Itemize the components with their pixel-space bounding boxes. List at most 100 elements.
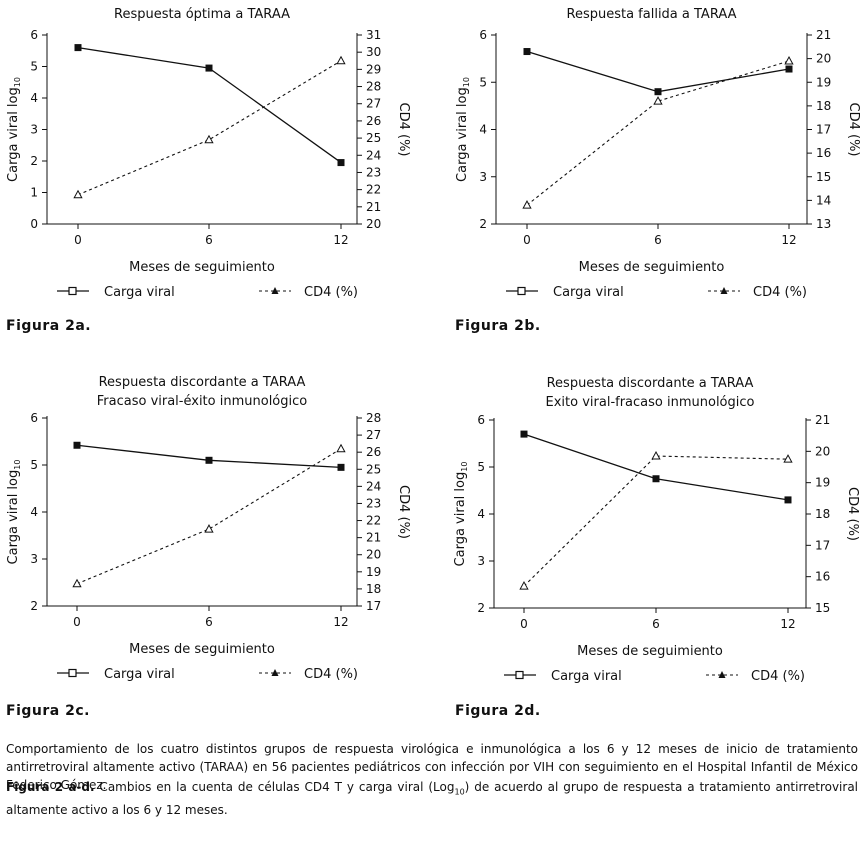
right-tick-label: 21 bbox=[366, 531, 381, 545]
left-tick-label: 4 bbox=[30, 91, 38, 105]
right-tick-label: 22 bbox=[366, 183, 381, 197]
series-line-cd4 bbox=[76, 448, 342, 585]
right-tick-label: 26 bbox=[366, 445, 381, 459]
caption-figure-label: Figura 2 a-d. bbox=[6, 780, 95, 794]
right-tick-label: 17 bbox=[366, 599, 381, 613]
figure-label-2a: Figura 2a. bbox=[6, 318, 92, 334]
legend-marker-cd4 bbox=[720, 287, 728, 294]
legend-label-carga-viral: Carga viral bbox=[104, 285, 175, 300]
legend-label-cd4: CD4 (%) bbox=[304, 285, 358, 300]
left-axis-label-text: Carga viral log bbox=[453, 472, 468, 567]
caption-text-a: Cambios en la cuenta de células CD4 T y … bbox=[94, 780, 455, 794]
right-tick-label: 28 bbox=[366, 411, 381, 425]
chart-title: Respuesta discordante a TARAA bbox=[547, 376, 754, 391]
left-tick-label: 2 bbox=[477, 601, 485, 615]
left-axis-label-sub: 10 bbox=[13, 77, 22, 87]
left-tick-label: 2 bbox=[479, 217, 487, 231]
data-point-carga-viral bbox=[205, 456, 213, 464]
right-tick-label: 29 bbox=[366, 62, 381, 76]
legend-marker-cd4 bbox=[718, 671, 726, 678]
left-axis-label-text: Carga viral log bbox=[6, 87, 21, 182]
x-axis-label: Meses de seguimiento bbox=[129, 642, 275, 657]
left-axis-label: Carga viral log10 bbox=[453, 462, 469, 567]
left-tick-label: 2 bbox=[30, 154, 38, 168]
right-axis-label: CD4 (%) bbox=[396, 485, 411, 539]
data-point-carga-viral bbox=[73, 441, 81, 449]
chart-panel-1: Respuesta óptima a TARAA0123456202122232… bbox=[6, 7, 411, 300]
series-line-cd4 bbox=[77, 60, 342, 196]
caption-text-b: ) de acuerdo al grupo de respuesta a tra… bbox=[6, 780, 859, 818]
data-point-carga-viral bbox=[520, 430, 528, 438]
right-tick-label: 23 bbox=[366, 165, 381, 179]
legend-marker-carga-viral bbox=[517, 286, 526, 296]
data-point-cd4 bbox=[784, 55, 794, 65]
right-tick-label: 16 bbox=[816, 146, 831, 160]
right-tick-label: 22 bbox=[366, 514, 381, 528]
data-point-carga-viral bbox=[785, 65, 793, 73]
left-axis-label-text: Carga viral log bbox=[455, 87, 470, 182]
legend-label-cd4: CD4 (%) bbox=[753, 285, 807, 300]
left-axis-label: Carga viral log10 bbox=[6, 77, 22, 182]
right-tick-label: 30 bbox=[366, 45, 381, 59]
x-tick-label: 0 bbox=[73, 615, 81, 629]
right-tick-label: 20 bbox=[366, 217, 381, 231]
right-tick-label: 23 bbox=[366, 496, 381, 510]
left-tick-label: 3 bbox=[30, 552, 38, 566]
x-tick-label: 12 bbox=[333, 233, 348, 247]
left-tick-label: 6 bbox=[477, 413, 485, 427]
left-tick-label: 4 bbox=[30, 505, 38, 519]
right-tick-label: 27 bbox=[366, 97, 381, 111]
right-tick-label: 21 bbox=[816, 28, 831, 42]
data-point-carga-viral bbox=[337, 463, 345, 471]
x-tick-label: 6 bbox=[205, 233, 213, 247]
chart-title: Respuesta óptima a TARAA bbox=[114, 7, 290, 22]
chart-subtitle: Exito viral-fracaso inmunológico bbox=[546, 395, 755, 410]
right-tick-label: 19 bbox=[815, 476, 830, 490]
right-tick-label: 18 bbox=[816, 99, 831, 113]
x-axis-label: Meses de seguimiento bbox=[129, 260, 275, 275]
right-tick-label: 17 bbox=[815, 538, 830, 552]
x-tick-label: 0 bbox=[74, 233, 82, 247]
right-tick-label: 21 bbox=[366, 200, 381, 214]
right-tick-label: 19 bbox=[366, 565, 381, 579]
chart-panel-4: Respuesta discordante a TARAA Exito viral… bbox=[453, 376, 860, 684]
right-tick-label: 27 bbox=[366, 428, 381, 442]
data-point-cd4 bbox=[204, 524, 214, 533]
left-axis-label: Carga viral log10 bbox=[6, 460, 22, 565]
chart-subtitle: Fracaso viral-éxito inmunológico bbox=[97, 394, 308, 409]
left-tick-label: 6 bbox=[479, 28, 487, 42]
right-tick-label: 21 bbox=[815, 413, 830, 427]
data-point-carga-viral bbox=[654, 88, 662, 96]
right-tick-label: 25 bbox=[366, 131, 381, 145]
series-line-carga-viral bbox=[76, 444, 342, 468]
left-tick-label: 3 bbox=[30, 123, 38, 137]
legend-label-carga-viral: Carga viral bbox=[553, 285, 624, 300]
left-axis-label-sub: 10 bbox=[13, 460, 22, 470]
data-point-carga-viral bbox=[205, 64, 213, 72]
left-tick-label: 3 bbox=[477, 554, 485, 568]
left-axis-label-text: Carga viral log bbox=[6, 470, 21, 565]
data-point-cd4 bbox=[204, 134, 214, 144]
x-axis-label: Meses de seguimiento bbox=[577, 644, 723, 659]
legend-label-cd4: CD4 (%) bbox=[751, 669, 805, 684]
right-tick-label: 31 bbox=[366, 28, 381, 42]
left-tick-label: 6 bbox=[30, 411, 38, 425]
figure-label-2d: Figura 2d. bbox=[455, 703, 541, 719]
right-tick-label: 13 bbox=[816, 217, 831, 231]
figure-label-2b: Figura 2b. bbox=[455, 318, 541, 334]
legend-marker-carga-viral bbox=[68, 668, 77, 678]
left-tick-label: 3 bbox=[479, 170, 487, 184]
right-axis-label: CD4 (%) bbox=[845, 487, 860, 541]
data-point-carga-viral bbox=[784, 496, 792, 504]
right-tick-label: 20 bbox=[816, 52, 831, 66]
legend-marker-cd4 bbox=[271, 287, 279, 294]
chart-title: Respuesta fallida a TARAA bbox=[567, 7, 737, 22]
right-tick-label: 16 bbox=[815, 570, 830, 584]
left-axis-label-sub: 10 bbox=[460, 462, 469, 472]
left-axis-label-sub: 10 bbox=[462, 77, 471, 87]
x-tick-label: 6 bbox=[654, 233, 662, 247]
left-tick-label: 0 bbox=[30, 217, 38, 231]
right-tick-label: 26 bbox=[366, 114, 381, 128]
legend-marker-cd4 bbox=[271, 669, 279, 676]
right-tick-label: 20 bbox=[815, 444, 830, 458]
